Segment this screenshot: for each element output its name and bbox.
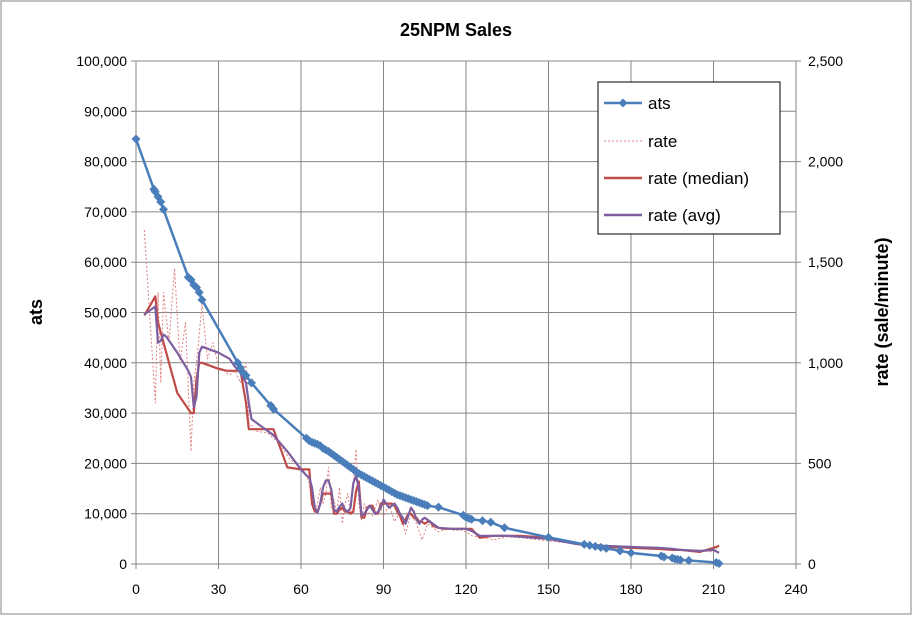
y2-tick-label: 2,500: [808, 53, 843, 69]
y-tick-label: 80,000: [84, 154, 127, 170]
ats-point-marker: [486, 517, 496, 527]
legend-items: ats rate rate (median) rate (avg): [604, 94, 749, 225]
ats-point-marker: [676, 555, 685, 565]
y-tick-label: 100,000: [76, 53, 127, 69]
legend-label-rate-median: rate (median): [648, 169, 749, 188]
ats-point-marker: [684, 555, 694, 565]
y2-tick-label: 0: [808, 556, 816, 572]
y-tick-label: 70,000: [84, 204, 127, 220]
y-tick-label: 50,000: [84, 305, 127, 321]
ats-point-marker: [247, 378, 256, 388]
x-tick-label: 210: [702, 581, 726, 597]
ats-point-marker: [615, 546, 625, 556]
axis-layer: 0 10,000 20,000 30,000 40,000 50,000 60,000 70,…: [76, 53, 843, 597]
x-tick-label: 120: [454, 581, 478, 597]
legend-label-rate-avg: rate (avg): [648, 206, 721, 225]
ats-point-marker: [434, 502, 443, 512]
x-tick-label: 30: [211, 581, 227, 597]
ats-point-marker: [269, 404, 278, 414]
ats-point-marker: [500, 523, 509, 533]
y-tick-label: 90,000: [84, 103, 127, 119]
ats-point-marker: [241, 370, 251, 380]
y-tick-label: 60,000: [84, 254, 127, 270]
y-tick-label: 40,000: [84, 355, 127, 371]
legend-marker-ats: [618, 98, 628, 108]
ats-point-marker: [194, 287, 204, 297]
ats-point-marker: [626, 548, 636, 558]
x-tick-label: 240: [784, 581, 808, 597]
ats-point-marker: [601, 543, 611, 553]
ats-point-marker: [659, 552, 669, 562]
ats-point-marker: [714, 558, 724, 568]
legend-box: [597, 81, 781, 235]
y-tick-label: 20,000: [84, 455, 127, 471]
x-tick-label: 0: [132, 581, 140, 597]
x-tick-label: 90: [376, 581, 392, 597]
y-axis-title: ats: [26, 299, 46, 325]
x-tick-label: 180: [619, 581, 643, 597]
legend: ats rate rate (median) rate (avg): [597, 81, 781, 235]
x-tick-label: 60: [293, 581, 309, 597]
y-tick-label: 30,000: [84, 405, 127, 421]
y2-tick-label: 500: [808, 455, 832, 471]
ats-point-marker: [197, 295, 207, 305]
y2-tick-label: 2,000: [808, 154, 843, 170]
y-tick-label: 10,000: [84, 506, 127, 522]
ats-point-marker: [478, 516, 487, 526]
ats-point-marker: [131, 134, 141, 144]
legend-label-ats: ats: [648, 94, 671, 113]
legend-label-rate: rate: [648, 132, 677, 151]
ats-point-marker: [423, 501, 432, 511]
y2-tick-label: 1,500: [808, 254, 843, 270]
ats-point-marker: [159, 204, 168, 214]
series-layer: [131, 134, 724, 568]
chart-title: 25NPM Sales: [400, 20, 512, 40]
y-tick-label: 0: [119, 556, 127, 572]
ats-point-marker: [544, 532, 553, 542]
ats-point-marker: [467, 514, 476, 524]
y2-axis-title: rate (sale/minute): [872, 237, 892, 386]
y2-tick-label: 1,000: [808, 355, 843, 371]
series-line-rate-avg: [143, 305, 720, 554]
x-tick-label: 150: [537, 581, 561, 597]
ats-point-marker: [156, 197, 166, 207]
